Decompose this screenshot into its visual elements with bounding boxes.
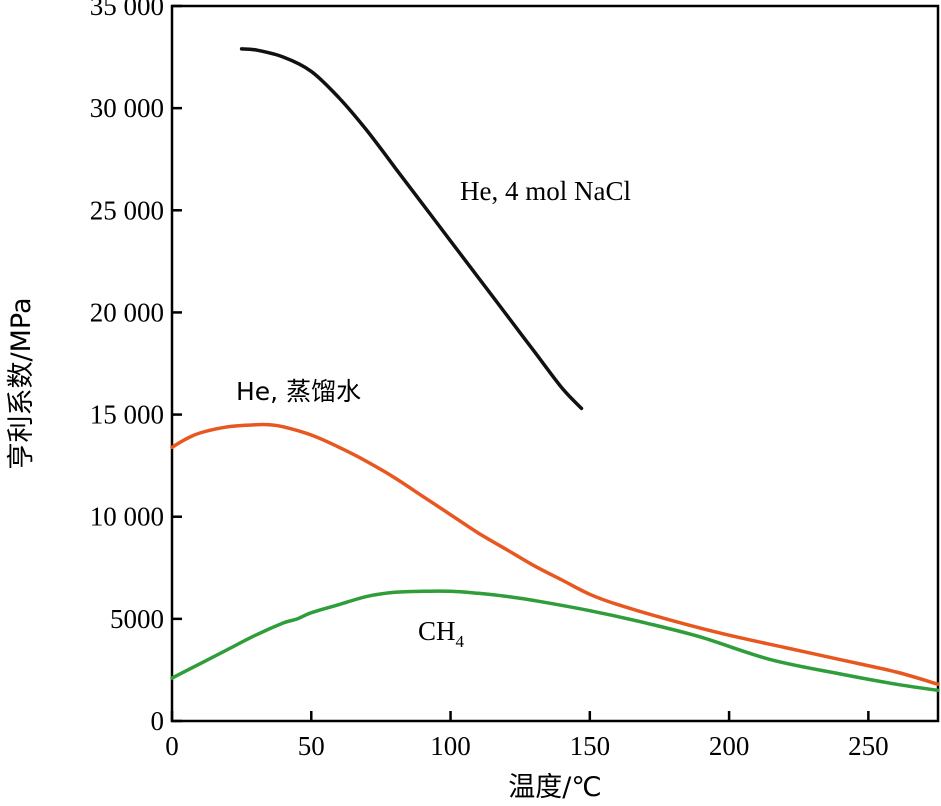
y-tick-label: 35 000 <box>90 0 164 21</box>
series-lines <box>170 47 940 693</box>
y-tick-label: 30 000 <box>90 93 164 123</box>
annotations: He, 4 mol NaCl He, 蒸馏水 CH4 <box>236 176 631 651</box>
y-tick-label: 25 000 <box>90 195 164 225</box>
x-tick-label: 0 <box>165 731 179 761</box>
series-line-he-nacl <box>239 47 584 411</box>
annotation-ch4-subscript: 4 <box>456 632 465 651</box>
tick-marks <box>170 4 870 723</box>
x-axis-title: 温度/℃ <box>508 772 601 803</box>
series-line-he-water <box>170 422 940 686</box>
axes <box>170 4 940 723</box>
annotation-ch4: CH4 <box>418 616 465 651</box>
y-tick-label: 15 000 <box>90 400 164 430</box>
tick-labels: 0 50 100 150 200 250 0 5000 10 000 15 000 20 000 25… <box>90 0 889 761</box>
x-tick-label: 250 <box>848 731 889 761</box>
annotation-ch4-main: CH <box>418 616 456 646</box>
annotation-he-nacl: He, 4 mol NaCl <box>460 176 631 206</box>
y-axis-title: 亨利系数/MPa <box>6 297 37 469</box>
plot-frame <box>170 4 940 723</box>
x-tick-label: 100 <box>430 731 471 761</box>
y-tick-label: 5000 <box>110 604 164 634</box>
x-tick-label: 150 <box>570 731 611 761</box>
x-tick-label: 50 <box>298 731 325 761</box>
y-tick-label: 10 000 <box>90 502 164 532</box>
y-tick-label: 0 <box>151 706 165 736</box>
annotation-he-water: He, 蒸馏水 <box>236 377 361 406</box>
x-tick-label: 200 <box>709 731 750 761</box>
y-tick-label: 20 000 <box>90 297 164 327</box>
series-line-ch4 <box>170 589 940 693</box>
